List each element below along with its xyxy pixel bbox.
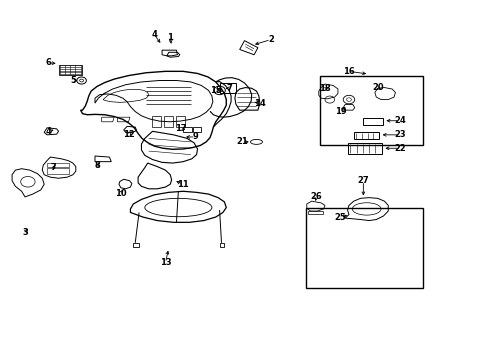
Text: 10: 10 <box>115 189 126 198</box>
Text: 4: 4 <box>151 30 157 39</box>
Text: 14: 14 <box>253 99 265 108</box>
Bar <box>219 83 236 93</box>
Bar <box>152 117 161 127</box>
Text: 23: 23 <box>394 130 405 139</box>
Text: 24: 24 <box>393 116 406 125</box>
Text: 6: 6 <box>45 58 51 67</box>
Text: 7: 7 <box>51 163 57 172</box>
Text: 16: 16 <box>343 67 354 76</box>
Bar <box>47 163 68 167</box>
Bar <box>305 208 423 288</box>
Text: 20: 20 <box>371 83 383 92</box>
Text: 12: 12 <box>122 130 134 139</box>
Bar <box>164 117 173 127</box>
Text: 21: 21 <box>236 138 247 147</box>
Text: 11: 11 <box>177 180 189 189</box>
Bar <box>307 211 323 213</box>
Text: 7: 7 <box>226 84 232 93</box>
Text: 5: 5 <box>70 76 76 85</box>
Text: 25: 25 <box>334 212 346 221</box>
Bar <box>176 117 184 127</box>
Bar <box>183 127 191 132</box>
Text: 8: 8 <box>94 161 100 170</box>
Bar <box>353 132 378 139</box>
Text: 13: 13 <box>159 258 171 267</box>
Bar <box>47 168 68 174</box>
Text: 4: 4 <box>46 127 52 136</box>
Text: 18: 18 <box>319 85 330 94</box>
Text: 15: 15 <box>209 86 221 95</box>
Text: 27: 27 <box>357 176 368 185</box>
Text: 19: 19 <box>335 107 346 116</box>
Bar <box>363 118 382 125</box>
Text: 1: 1 <box>167 33 173 42</box>
Text: 22: 22 <box>393 144 406 153</box>
Text: 17: 17 <box>175 124 187 133</box>
Text: 3: 3 <box>22 228 28 237</box>
Text: 9: 9 <box>192 132 198 141</box>
Bar <box>320 76 423 145</box>
Bar <box>192 127 201 132</box>
Text: 2: 2 <box>267 35 273 44</box>
Bar <box>347 143 381 154</box>
Text: 26: 26 <box>310 193 322 202</box>
Bar <box>59 65 81 75</box>
